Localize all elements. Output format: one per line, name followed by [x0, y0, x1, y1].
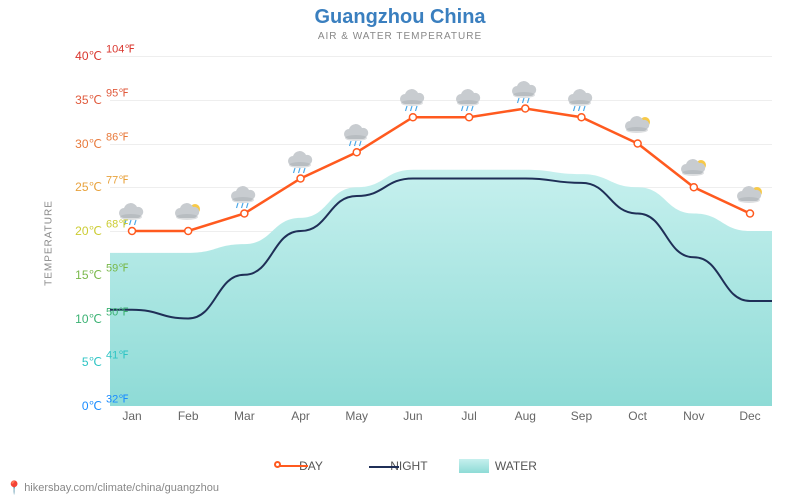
ytick-fahrenheit: 77℉: [106, 174, 129, 187]
ytick-fahrenheit: 32℉: [106, 393, 129, 406]
xtick-month: May: [345, 409, 368, 423]
source-url-text: hikersbay.com/climate/china/guangzhou: [24, 482, 219, 494]
partly-cloudy-icon: [171, 201, 205, 227]
xtick-month: Feb: [178, 409, 199, 423]
rain-cloud-icon: [564, 87, 598, 113]
legend-night: NIGHT: [354, 459, 427, 473]
ytick-fahrenheit: 50℉: [106, 305, 129, 318]
xtick-month: Mar: [234, 409, 255, 423]
y-axis-label: TEMPERATURE: [43, 200, 54, 286]
ytick-celsius: 10℃50℉: [58, 312, 102, 326]
day-marker: [690, 184, 697, 191]
day-marker: [747, 210, 754, 217]
partly-cloudy-icon: [677, 157, 711, 183]
day-marker: [241, 210, 248, 217]
chart-svg: [110, 56, 772, 406]
water-area: [110, 170, 772, 406]
day-marker: [129, 228, 136, 235]
day-marker: [522, 105, 529, 112]
day-marker: [578, 114, 585, 121]
chart-container: TEMPERATURE JanFebMarAprMayJunJulAugSepO…: [0, 46, 800, 440]
ytick-fahrenheit: 104℉: [106, 43, 135, 56]
day-marker: [634, 140, 641, 147]
xtick-month: Jun: [403, 409, 422, 423]
ytick-celsius: 35℃95℉: [58, 93, 102, 107]
pin-icon: 📍: [6, 480, 22, 496]
day-marker: [466, 114, 473, 121]
rain-cloud-icon: [284, 149, 318, 175]
ytick-celsius: 25℃77℉: [58, 180, 102, 194]
xtick-month: Dec: [739, 409, 760, 423]
source-footer: 📍 hikersbay.com/climate/china/guangzhou: [6, 480, 219, 496]
ytick-celsius: 15℃59℉: [58, 268, 102, 282]
rain-cloud-icon: [452, 87, 486, 113]
partly-cloudy-icon: [621, 114, 655, 140]
legend-water: WATER: [459, 459, 537, 473]
xtick-month: Sep: [571, 409, 592, 423]
ytick-fahrenheit: 95℉: [106, 86, 129, 99]
xtick-month: Oct: [628, 409, 647, 423]
xtick-month: Aug: [515, 409, 536, 423]
xtick-month: Jan: [122, 409, 141, 423]
ytick-celsius: 0℃32℉: [58, 399, 102, 413]
ytick-fahrenheit: 59℉: [106, 261, 129, 274]
ytick-fahrenheit: 68℉: [106, 218, 129, 231]
partly-cloudy-icon: [733, 184, 767, 210]
chart-subtitle: AIR & WATER TEMPERATURE: [0, 31, 800, 42]
legend-day: DAY: [263, 459, 323, 473]
rain-cloud-icon: [508, 79, 542, 105]
rain-cloud-icon: [227, 184, 261, 210]
legend: DAY NIGHT WATER: [0, 459, 800, 476]
xtick-month: Jul: [461, 409, 476, 423]
ytick-celsius: 5℃41℉: [58, 355, 102, 369]
ytick-fahrenheit: 86℉: [106, 130, 129, 143]
rain-cloud-icon: [340, 122, 374, 148]
ytick-fahrenheit: 41℉: [106, 349, 129, 362]
xtick-month: Nov: [683, 409, 704, 423]
rain-cloud-icon: [396, 87, 430, 113]
ytick-celsius: 20℃68℉: [58, 224, 102, 238]
day-marker: [185, 228, 192, 235]
ytick-celsius: 30℃86℉: [58, 137, 102, 151]
plot-area: JanFebMarAprMayJunJulAugSepOctNovDec: [110, 56, 772, 406]
page-title: Guangzhou China: [0, 6, 800, 29]
legend-water-label: WATER: [495, 459, 537, 473]
day-marker: [409, 114, 416, 121]
day-marker: [297, 175, 304, 182]
xtick-month: Apr: [291, 409, 310, 423]
day-marker: [353, 149, 360, 156]
ytick-celsius: 40℃104℉: [58, 49, 102, 63]
